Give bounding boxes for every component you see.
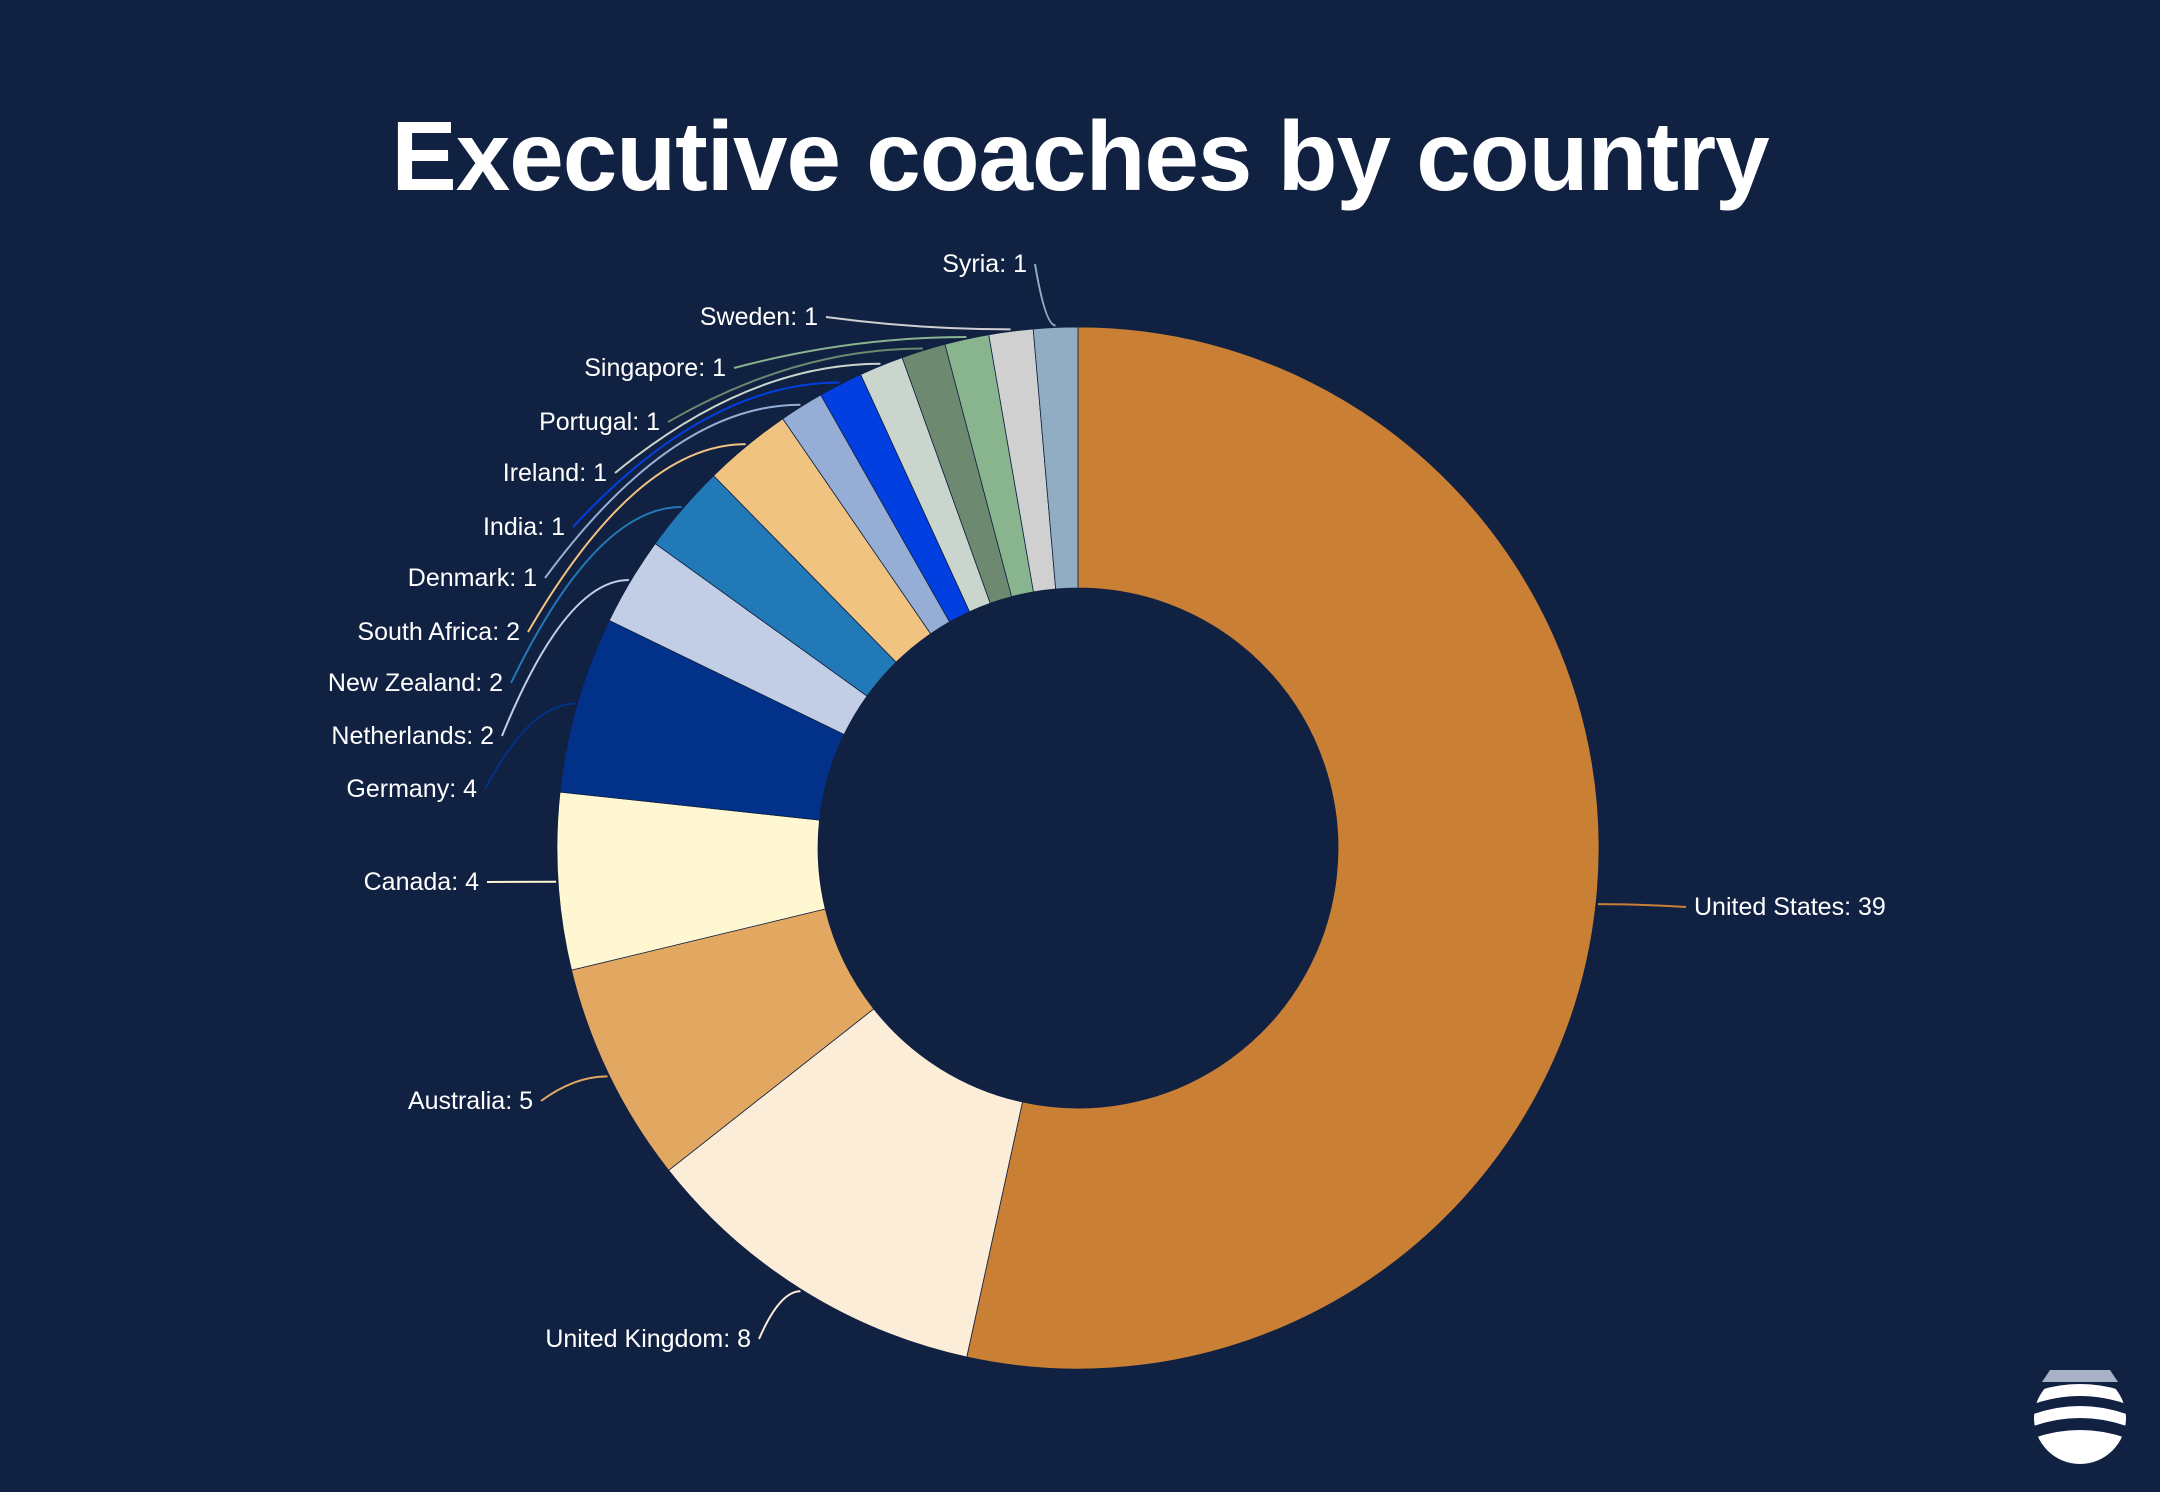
label-denmark: Denmark: 1	[408, 564, 537, 592]
slice-syria	[1032, 326, 1079, 590]
leader-line-denmark	[544, 403, 801, 579]
slice-united-kingdom	[668, 1008, 1023, 1358]
leader-line-netherlands	[501, 579, 629, 737]
label-united-states: United States: 39	[1694, 893, 1886, 921]
label-netherlands: Netherlands: 2	[331, 722, 494, 750]
label-singapore: Singapore: 1	[584, 354, 726, 382]
label-portugal: Portugal: 1	[539, 408, 660, 436]
label-australia: Australia: 5	[408, 1087, 533, 1115]
label-canada: Canada: 4	[364, 868, 479, 896]
leader-line-united-states	[1597, 903, 1687, 908]
leader-line-portugal	[667, 347, 923, 423]
slice-united-states	[966, 326, 1600, 1370]
leader-line-syria	[1034, 263, 1056, 327]
label-new-zealand: New Zealand: 2	[328, 669, 503, 697]
label-india: India: 1	[483, 513, 565, 541]
leader-line-south-africa	[527, 443, 746, 633]
leader-line-sweden	[825, 316, 1011, 331]
label-ireland: Ireland: 1	[503, 459, 607, 487]
label-united-kingdom: United Kingdom: 8	[545, 1325, 751, 1353]
leader-line-united-kingdom	[758, 1290, 801, 1340]
label-germany: Germany: 4	[346, 775, 477, 803]
leader-line-new-zealand	[510, 506, 682, 684]
leader-line-australia	[540, 1075, 608, 1102]
leader-line-india	[572, 381, 840, 528]
leader-line-singapore	[733, 336, 967, 369]
label-sweden: Sweden: 1	[700, 303, 818, 331]
leader-line-ireland	[614, 362, 881, 474]
label-south-africa: South Africa: 2	[357, 618, 520, 646]
label-syria: Syria: 1	[942, 250, 1027, 278]
leader-line-germany	[484, 702, 576, 790]
waves-emblem-icon	[2034, 1370, 2126, 1464]
chart-title: Executive coaches by country	[391, 101, 1769, 211]
